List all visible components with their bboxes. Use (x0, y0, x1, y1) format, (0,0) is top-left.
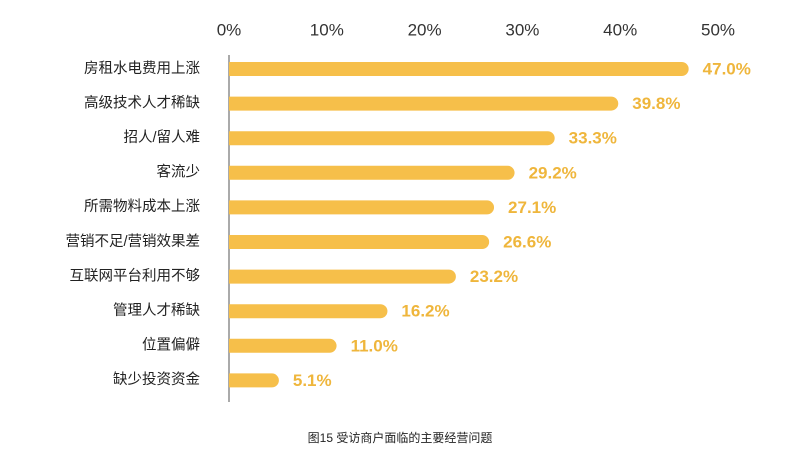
value-label: 11.0% (351, 336, 398, 355)
value-label: 23.2% (470, 267, 518, 286)
bar (229, 235, 490, 249)
bar (229, 373, 279, 388)
y-tick-label: 房租水电费用上涨 (84, 60, 200, 77)
y-tick-label: 互联网平台利用不够 (70, 267, 201, 284)
value-label: 33.3% (569, 129, 617, 148)
bar (229, 338, 337, 353)
x-tick-label: 0% (217, 20, 242, 39)
y-tick-label: 客流少 (157, 164, 201, 181)
bar (229, 131, 555, 146)
bar (229, 96, 619, 111)
value-label: 5.1% (293, 371, 332, 390)
value-label: 27.1% (508, 198, 556, 217)
value-label: 47.0% (703, 59, 751, 78)
y-tick-label: 营销不足/营销效果差 (65, 233, 200, 250)
y-tick-label: 所需物料成本上涨 (84, 198, 200, 215)
x-tick-label: 30% (505, 20, 539, 39)
y-tick-label: 缺少投资资金 (113, 371, 200, 388)
x-tick-label: 10% (310, 20, 344, 39)
bar (229, 62, 689, 76)
x-tick-label: 40% (603, 20, 637, 39)
value-label: 26.6% (503, 232, 551, 251)
x-tick-label: 20% (408, 20, 442, 39)
bar (229, 200, 495, 215)
value-label: 29.2% (529, 163, 577, 182)
y-tick-label: 招人/留人难 (123, 129, 200, 146)
y-tick-label: 位置偏僻 (142, 337, 200, 354)
x-tick-label: 50% (701, 20, 735, 39)
y-tick-label: 管理人才稀缺 (113, 302, 200, 319)
value-label: 39.8% (632, 94, 680, 113)
bar (229, 304, 388, 319)
value-label: 16.2% (401, 302, 449, 321)
chart-title: 图15 受访商户面临的主要经营问题 (308, 430, 493, 445)
bar (229, 165, 515, 180)
bar (229, 269, 456, 284)
y-tick-label: 高级技术人才稀缺 (84, 94, 200, 111)
